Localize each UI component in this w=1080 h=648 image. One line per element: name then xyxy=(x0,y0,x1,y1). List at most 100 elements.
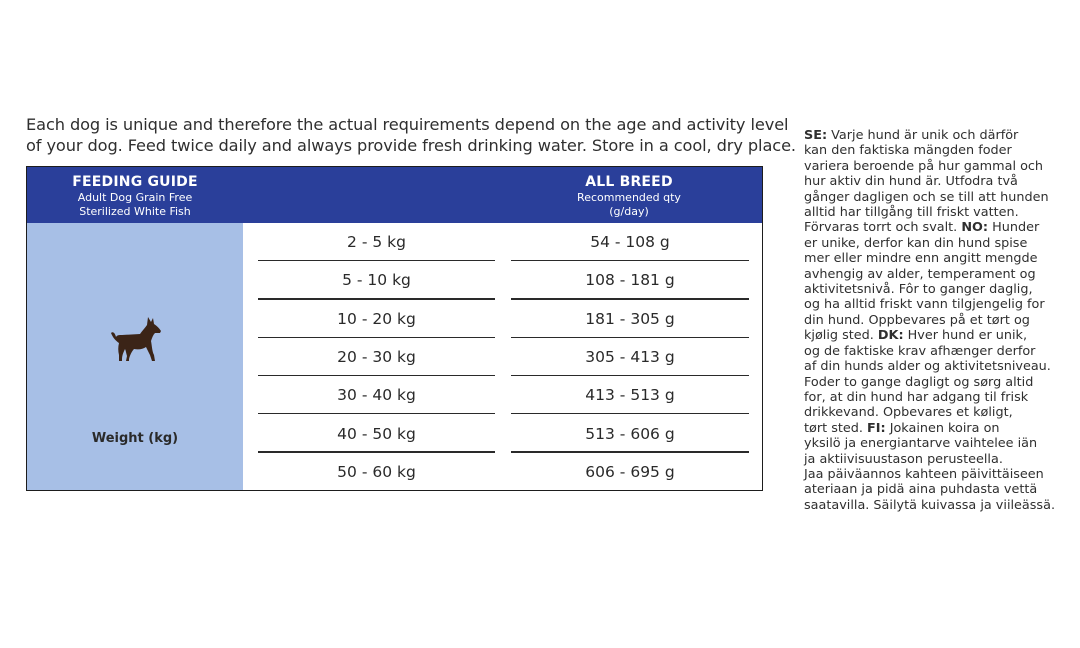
side-text-segment: drikkevand. Opbevares et køligt, xyxy=(804,405,1013,421)
side-text-segment: gånger dagligen och se till att hunden xyxy=(804,189,1049,205)
side-text-segment: tørt sted. xyxy=(804,420,868,436)
side-text-segment: af din hunds alder og aktivitetsniveau. xyxy=(804,359,1051,375)
side-text-line: er unike, derfor kan din hund spise xyxy=(804,236,1064,251)
qty-cell: 305 - 413 g xyxy=(585,348,675,367)
side-text-segment: kjølig sted. xyxy=(804,328,878,344)
qty-cell: 513 - 606 g xyxy=(585,424,675,443)
side-text-segment: mer eller mindre enn angitt mengde xyxy=(804,251,1038,267)
side-text-line: gånger dagligen och se till att hunden xyxy=(804,190,1064,205)
side-text-line: din hund. Oppbevares på et tørt og xyxy=(804,313,1064,328)
row-divider xyxy=(258,413,495,415)
table-row: 20 - 30 kg 305 - 413 g xyxy=(243,338,762,377)
side-text-segment: ateriaan ja pidä aina puhdasta vettä xyxy=(804,482,1038,498)
weight-cell: 10 - 20 kg xyxy=(337,309,416,328)
side-text-line: kan den faktiska mängden foder xyxy=(804,143,1064,158)
row-divider xyxy=(511,374,749,377)
intro-line-1: Each dog is unique and therefore the act… xyxy=(26,115,789,134)
qty-cell: 108 - 181 g xyxy=(585,271,675,290)
product-line-2: Sterilized White Fish xyxy=(79,204,191,218)
row-divider xyxy=(258,259,495,262)
qty-cell: 606 - 695 g xyxy=(585,462,675,481)
recommended-qty-label: Recommended qty xyxy=(577,191,681,204)
unit-label: (g/day) xyxy=(609,204,649,218)
qty-cell: 181 - 305 g xyxy=(585,309,675,328)
row-divider xyxy=(511,336,749,338)
row-divider xyxy=(511,298,749,300)
table-row: 40 - 50 kg 513 - 606 g xyxy=(243,415,762,453)
row-divider xyxy=(258,336,495,338)
weight-cell: 20 - 30 kg xyxy=(337,348,416,367)
dog-icon xyxy=(111,317,161,361)
side-text-line: variera beroende på hur gammal och xyxy=(804,159,1064,174)
weight-cell: 40 - 50 kg xyxy=(337,424,416,443)
side-text-line: mer eller mindre enn angitt mengde xyxy=(804,251,1064,266)
side-text-segment: er unike, derfor kan din hund spise xyxy=(804,235,1028,251)
side-text-line: tørt sted. FI: Jokainen koira on xyxy=(804,421,1064,436)
side-text-line: SE: Varje hund är unik och därför xyxy=(804,128,1064,143)
side-text-line: af din hunds alder og aktivitetsniveau. xyxy=(804,359,1064,374)
all-breed-header: ALL BREED Recommended qty (g/day) xyxy=(510,174,748,218)
table-row: 5 - 10 kg 108 - 181 g xyxy=(243,261,762,300)
side-text-segment: Hver hund er unik, xyxy=(903,328,1028,344)
side-text-segment: kan den faktiska mängden foder xyxy=(804,143,1012,159)
side-text-segment: Jaa päiväannos kahteen päivittäiseen xyxy=(804,466,1044,482)
feeding-guide-table: FEEDING GUIDE Adult Dog Grain Free Steri… xyxy=(26,166,763,491)
language-code: DK: xyxy=(877,328,904,344)
row-divider xyxy=(258,451,495,453)
table-row: 30 - 40 kg 413 - 513 g xyxy=(243,376,762,415)
feeding-guide-title: FEEDING GUIDE xyxy=(72,174,198,190)
row-divider xyxy=(258,374,495,377)
side-text-line: og ha alltid friskt vann tilgjengelig fo… xyxy=(804,297,1064,312)
language-code: FI: xyxy=(867,420,886,436)
side-text-segment: avhengig av alder, temperament og xyxy=(804,266,1036,282)
weight-cell: 50 - 60 kg xyxy=(337,462,416,481)
side-text-line: for, at din hund har adgang til frisk xyxy=(804,390,1064,405)
table-row: 50 - 60 kg 606 - 695 g xyxy=(243,453,762,490)
product-line-1: Adult Dog Grain Free xyxy=(77,191,193,204)
side-text-segment: og de faktiske krav afhænger derfor xyxy=(804,343,1036,359)
side-text-segment: Varje hund är unik och därför xyxy=(827,128,1019,143)
side-text-segment: saatavilla. Säilytä kuivassa ja viileäss… xyxy=(804,497,1056,513)
side-text-line: Foder to gange dagligt og sørg altid xyxy=(804,375,1064,390)
feeding-guide-header: FEEDING GUIDE Adult Dog Grain Free Steri… xyxy=(27,174,243,218)
side-text-segment: ja aktiivisuustason perusteella. xyxy=(804,451,1003,467)
side-text-line: kjølig sted. DK: Hver hund er unik, xyxy=(804,328,1064,343)
side-text-segment: Jokainen koira on xyxy=(885,420,1000,436)
side-text-line: aktivitetsnivå. Fôr to ganger daglig, xyxy=(804,282,1064,297)
qty-cell: 413 - 513 g xyxy=(585,386,675,405)
side-text-segment: for, at din hund har adgang til frisk xyxy=(804,389,1029,405)
side-text-segment: Hunder xyxy=(988,220,1040,236)
intro-line-2: of your dog. Feed twice daily and always… xyxy=(26,136,796,155)
side-text-segment: yksilö ja energiantarve vaihtelee iän xyxy=(804,436,1038,452)
side-text-segment: Förvaras torrt och svalt. xyxy=(804,220,962,236)
side-text-line: hur aktiv din hund är. Utfodra två xyxy=(804,174,1064,189)
language-code: NO: xyxy=(961,220,989,236)
side-text-segment: variera beroende på hur gammal och xyxy=(804,158,1044,174)
side-text-segment: og ha alltid friskt vann tilgjengelig fo… xyxy=(804,297,1045,313)
side-text-segment: Foder to gange dagligt og sørg altid xyxy=(804,374,1034,390)
all-breed-title: ALL BREED xyxy=(585,174,673,190)
row-divider xyxy=(511,259,749,262)
table-header: FEEDING GUIDE Adult Dog Grain Free Steri… xyxy=(27,167,762,223)
side-text-line: Förvaras torrt och svalt. NO: Hunder xyxy=(804,220,1064,235)
weight-column: Weight (kg) xyxy=(27,223,243,490)
weight-label: Weight (kg) xyxy=(91,431,179,446)
side-text-line: alltid har tillgång till friskt vatten. xyxy=(804,205,1064,220)
row-divider xyxy=(258,298,495,300)
weight-cell: 2 - 5 kg xyxy=(347,233,406,252)
row-divider xyxy=(511,413,749,415)
row-divider xyxy=(511,451,749,453)
weight-cell: 30 - 40 kg xyxy=(337,386,416,405)
side-text-line: ja aktiivisuustason perusteella. xyxy=(804,452,1064,467)
side-text-line: yksilö ja energiantarve vaihtelee iän xyxy=(804,436,1064,451)
side-text-line: ateriaan ja pidä aina puhdasta vettä xyxy=(804,482,1064,497)
weight-cell: 5 - 10 kg xyxy=(342,271,411,290)
side-text-line: saatavilla. Säilytä kuivassa ja viileäss… xyxy=(804,498,1064,513)
table-row: 2 - 5 kg 54 - 108 g xyxy=(243,223,762,262)
side-text-line: Jaa päiväannos kahteen päivittäiseen xyxy=(804,467,1064,482)
side-text-line: avhengig av alder, temperament og xyxy=(804,267,1064,282)
side-text-line: og de faktiske krav afhænger derfor xyxy=(804,344,1064,359)
side-text-line: drikkevand. Opbevares et køligt, xyxy=(804,405,1064,420)
side-text-segment: din hund. Oppbevares på et tørt og xyxy=(804,312,1030,328)
table-row: 10 - 20 kg 181 - 305 g xyxy=(243,300,762,338)
